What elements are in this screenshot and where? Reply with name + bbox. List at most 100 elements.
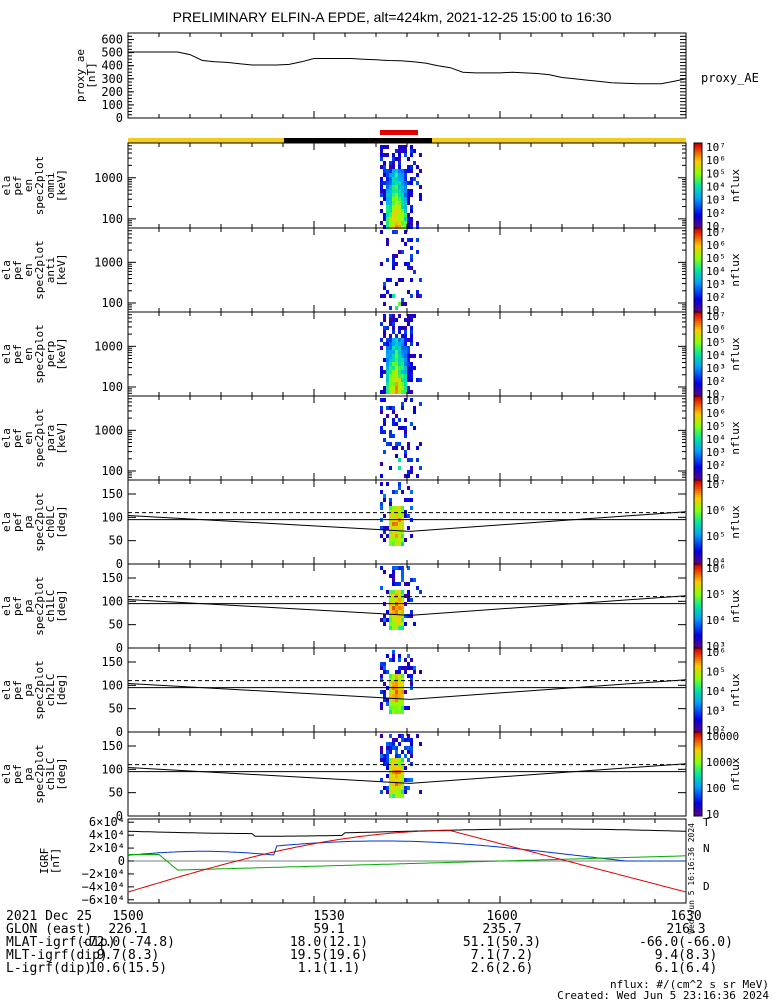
spectrogram-pixel [383, 217, 386, 221]
spectrogram-pixel [392, 702, 395, 706]
y-tick-label: 100 [101, 678, 123, 692]
colorbar-cell [694, 524, 702, 527]
ylabel-line: [keV] [55, 169, 68, 202]
colorbar-cell [694, 270, 702, 273]
colorbar-cell [694, 189, 702, 193]
spectrogram-pixel [392, 682, 395, 686]
antiloss-cone-line [127, 679, 687, 700]
ylabel-line: perp [44, 341, 57, 368]
colorbar-cell [694, 654, 702, 657]
colorbar-tick-label: 10³ [706, 194, 726, 207]
colorbar-cell [694, 249, 702, 252]
spectrogram-pixel [386, 370, 389, 374]
colorbar-cell [694, 547, 702, 550]
spectrogram-pixel [392, 157, 395, 161]
colorbar-cell [694, 364, 702, 368]
colorbar-tick-label: 10⁶ [706, 407, 726, 420]
ela_pef_pa_spec2plot_ch3LC-ylabel: elapefpaspec2plotch3LC[deg] [0, 744, 68, 804]
spectrogram-pixel [398, 566, 401, 570]
spectrogram-pixel [395, 782, 398, 786]
spectrogram-pixel [407, 221, 410, 225]
spectrogram-pixel [389, 434, 392, 438]
colorbar-cell [694, 354, 702, 357]
colorbar-cell [694, 213, 702, 216]
spectrogram-pixel [392, 294, 395, 298]
spectrogram-pixel [395, 422, 398, 426]
ylabel-line: pa [22, 767, 35, 780]
colorbar-label: nflux [729, 169, 742, 202]
spectrogram-pixel [401, 185, 404, 189]
spectrogram-pixel [401, 570, 404, 574]
colorbar-cell [694, 305, 702, 309]
spectrogram-pixel [395, 318, 398, 322]
spectrogram-pixel [389, 590, 392, 594]
spectrogram-pixel [380, 702, 383, 706]
spectrogram-pixel [380, 678, 383, 682]
colorbar-cell [694, 469, 702, 473]
spectrogram-pixel [413, 314, 416, 318]
ylabel-line: pef [11, 596, 24, 616]
spectrogram-pixel [398, 774, 401, 778]
colorbar-cell [694, 561, 702, 565]
spectrogram-pixel [401, 334, 404, 338]
spectrogram-pixel [401, 542, 404, 546]
colorbar-cell [694, 501, 702, 504]
created-note: Created: Wed Jun 5 23:16:36 2024 [557, 989, 769, 1000]
colorbar-cell [694, 312, 702, 315]
colorbar-tick-label: 10⁵ [706, 252, 726, 265]
colorbar-cell [694, 482, 702, 485]
spectrogram-pixel [407, 262, 410, 266]
spectrogram-pixel [404, 181, 407, 185]
colorbar-cell [694, 738, 702, 741]
spectrogram-pixel [380, 370, 383, 374]
spectrogram-pixel [407, 157, 410, 161]
ylabel-line: [deg] [55, 673, 68, 706]
spectrogram-pixel [392, 382, 395, 386]
spectrogram-pixel [392, 694, 395, 698]
colorbar-cell [694, 742, 702, 746]
colorbar-cell [694, 610, 702, 613]
spectrogram-pixel [392, 378, 395, 382]
spectrogram-pixel [404, 666, 407, 670]
spectrogram-pixel [410, 674, 413, 678]
spectrogram-pixel [383, 330, 386, 334]
spectrogram-pixel [389, 169, 392, 173]
ela_pef_pa_spec2plot_ch0LC-frame [127, 479, 687, 565]
colorbar-cell [694, 622, 702, 626]
spectrogram-pixel [392, 614, 395, 618]
ylabel-line: spec2plot [33, 408, 46, 468]
colorbar-cell [694, 444, 702, 447]
spectrogram-pixel [404, 242, 407, 246]
spectrogram-pixel [383, 193, 386, 197]
spectrogram-pixel [383, 498, 386, 502]
spectrogram-pixel [392, 782, 395, 786]
colorbar-cell [694, 240, 702, 244]
colorbar-cell [694, 433, 702, 437]
spectrogram-pixel [407, 674, 410, 678]
colorbar-frame [693, 731, 703, 817]
spectrogram-pixel [410, 398, 413, 402]
spectrogram-pixel [395, 370, 398, 374]
footer-row-label: 2021 Dec 25 [6, 909, 92, 924]
spectrogram-pixel [404, 790, 407, 794]
spectrogram-pixel [389, 786, 392, 790]
colorbar-cell [694, 475, 702, 479]
colorbar-cell [694, 217, 702, 220]
spectrogram-pixel [398, 161, 401, 165]
spectrogram-pixel [410, 181, 413, 185]
footer-row-value: 9.4(8.3) [655, 948, 718, 963]
spectrogram-pixel [380, 181, 383, 185]
colorbar-cell [694, 660, 702, 664]
footer-row-value: 1.1(1.1) [298, 961, 361, 976]
colorbar-cell [694, 526, 702, 529]
spectrogram-pixel [401, 250, 404, 254]
colorbar-cell [694, 341, 702, 344]
spectrogram-pixel [404, 658, 407, 662]
colorbar-tick-label: 10⁷ [706, 478, 726, 491]
colorbar-tick-label: 10 [706, 808, 719, 821]
spectrogram-pixel [380, 746, 383, 750]
spectrogram-pixel [407, 654, 410, 658]
spectrogram-pixel [398, 189, 401, 193]
spectrogram-pixel [398, 614, 401, 618]
spectrogram-pixel [398, 370, 401, 374]
